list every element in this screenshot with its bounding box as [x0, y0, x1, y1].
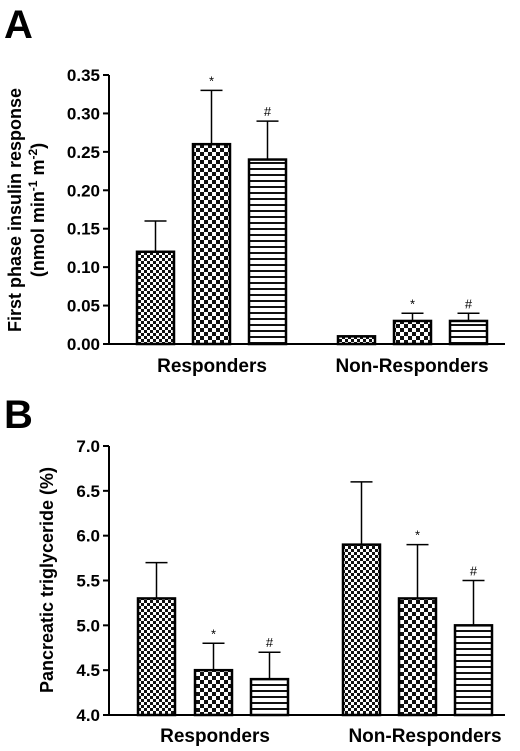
axes-b: 4.0 4.5 5.0 5.5 6.0 6.5 7.0: [76, 437, 505, 725]
y-axis-title-b: Pancreatic triglyceride (%): [37, 467, 57, 693]
panel-a: A First phase insulin response (nmol min-…: [4, 3, 505, 377]
significance-marker: *: [415, 528, 420, 543]
bars-a: * # * #: [135, 73, 489, 346]
y-tick-label: 6.5: [76, 482, 100, 501]
y-tick-label: 5.0: [76, 616, 100, 635]
y-tick-label: 0.00: [67, 335, 100, 354]
y-tick-label: 6.0: [76, 527, 100, 546]
y-tick-label: 5.5: [76, 572, 100, 591]
bar-hlines: [453, 624, 494, 717]
bar-hlines: [249, 677, 290, 717]
y-tick-label: 0.25: [67, 143, 100, 162]
y-tick-label: 0.30: [67, 104, 100, 123]
significance-marker: *: [209, 73, 214, 88]
y-tick-label: 4.5: [76, 661, 100, 680]
panel-letter-b: B: [4, 393, 33, 437]
category-label-a-non-responders: Non-Responders: [335, 356, 488, 377]
significance-marker: #: [465, 296, 473, 311]
panel-b: B Pancreatic triglyceride (%) 4.0 4.5 5.0 5…: [4, 393, 505, 747]
y-tick-label: 0.20: [67, 181, 100, 200]
bar-check-large: [193, 668, 234, 717]
category-label-b-non-responders: Non-Responders: [348, 726, 501, 747]
y-axis-title-line1: First phase insulin response: [5, 88, 25, 332]
significance-marker: *: [410, 296, 415, 311]
bar-check-small: [135, 250, 176, 346]
y-tick-label: 4.0: [76, 706, 100, 725]
y-tick-label: 7.0: [76, 437, 100, 456]
significance-marker: #: [266, 635, 274, 650]
bar-check-small: [136, 597, 177, 717]
bar-check-large: [392, 319, 433, 346]
y-tick-label: 0.05: [67, 297, 100, 316]
significance-marker: *: [211, 626, 216, 641]
bar-hlines: [247, 158, 288, 346]
bar-hlines: [448, 319, 489, 346]
bars-b: * # * #: [136, 481, 494, 717]
significance-marker: #: [470, 564, 478, 579]
bar-check-small: [336, 335, 377, 346]
y-tick-label: 0.35: [67, 66, 100, 85]
category-label-a-responders: Responders: [157, 356, 267, 377]
category-label-b-responders: Responders: [160, 726, 270, 747]
y-axis-title-line2: (nmol min-1 m-2): [26, 143, 48, 277]
bar-check-large: [397, 597, 438, 717]
significance-marker: #: [264, 104, 272, 119]
y-tick-label: 0.15: [67, 220, 100, 239]
y-axis-title-a: First phase insulin response (nmol min-1 …: [5, 88, 48, 332]
bar-check-small: [341, 543, 382, 717]
y-axis-title: Pancreatic triglyceride (%): [37, 467, 57, 693]
bar-check-large: [191, 142, 232, 346]
panel-letter-a: A: [4, 3, 33, 47]
y-tick-label: 0.10: [67, 258, 100, 277]
